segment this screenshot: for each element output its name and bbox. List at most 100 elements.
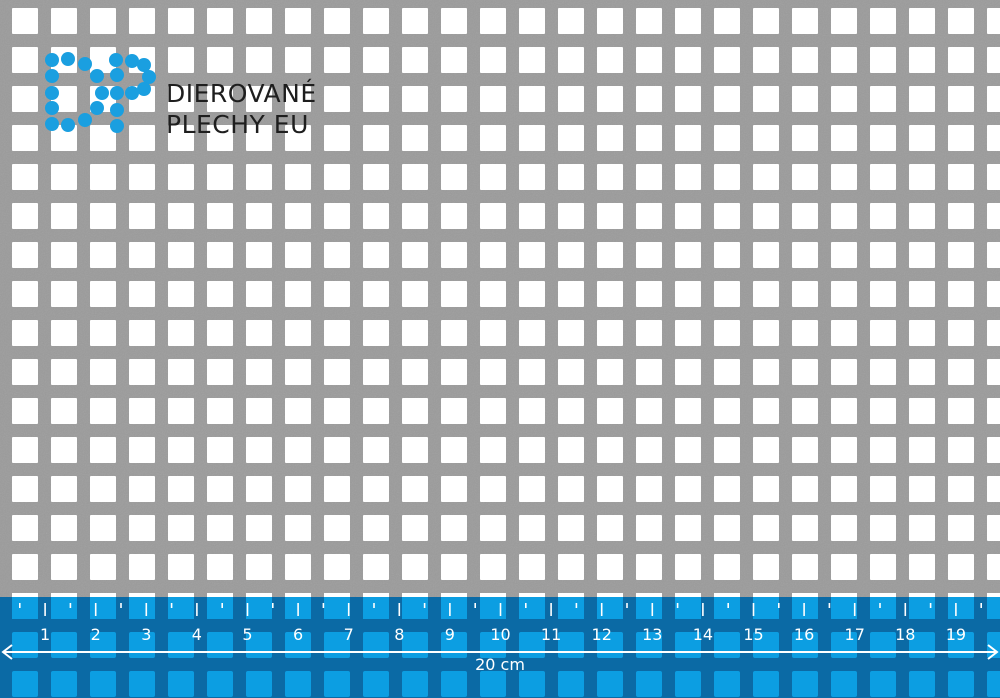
hole — [402, 398, 428, 424]
hole — [675, 593, 701, 597]
hole — [246, 476, 272, 502]
hole — [90, 8, 116, 34]
hole — [402, 593, 428, 597]
hole — [558, 320, 584, 346]
hole-in-band — [909, 597, 935, 619]
hole — [90, 281, 116, 307]
hole — [714, 593, 740, 597]
hole — [792, 515, 818, 541]
hole — [792, 125, 818, 151]
hole — [636, 125, 662, 151]
hole — [792, 164, 818, 190]
hole — [129, 515, 155, 541]
hole — [441, 593, 467, 597]
hole — [909, 398, 935, 424]
hole — [51, 359, 77, 385]
hole — [948, 476, 974, 502]
hole — [285, 281, 311, 307]
hole — [675, 86, 701, 112]
logo-dot — [110, 86, 124, 100]
hole — [558, 593, 584, 597]
hole — [831, 281, 857, 307]
hole — [792, 320, 818, 346]
hole — [402, 86, 428, 112]
hole — [753, 359, 779, 385]
hole — [285, 398, 311, 424]
hole — [480, 398, 506, 424]
hole — [675, 515, 701, 541]
hole — [870, 398, 896, 424]
ruler-label: 6 — [293, 625, 303, 644]
hole — [285, 593, 311, 597]
hole — [675, 476, 701, 502]
hole — [480, 164, 506, 190]
hole — [753, 8, 779, 34]
hole — [168, 281, 194, 307]
hole — [597, 8, 623, 34]
logo-dot — [95, 86, 109, 100]
hole — [987, 476, 1000, 502]
hole — [363, 8, 389, 34]
hole — [12, 437, 38, 463]
hole-in-band — [870, 671, 896, 697]
hole — [285, 164, 311, 190]
hole — [12, 320, 38, 346]
hole — [90, 593, 116, 597]
hole — [558, 476, 584, 502]
hole — [519, 164, 545, 190]
hole — [753, 164, 779, 190]
ruler-label: 10 — [490, 625, 510, 644]
hole — [948, 515, 974, 541]
hole — [129, 320, 155, 346]
hole-in-band — [90, 597, 116, 619]
hole-in-band — [12, 597, 38, 619]
hole — [246, 47, 272, 73]
logo-dot — [125, 86, 139, 100]
hole — [168, 47, 194, 73]
logo-dot — [137, 82, 151, 96]
hole — [675, 164, 701, 190]
hole — [675, 398, 701, 424]
hole — [246, 515, 272, 541]
hole — [51, 8, 77, 34]
hole — [831, 125, 857, 151]
hole — [597, 164, 623, 190]
hole — [363, 203, 389, 229]
hole — [948, 281, 974, 307]
hole — [363, 359, 389, 385]
hole — [324, 47, 350, 73]
hole — [246, 86, 272, 112]
hole — [870, 593, 896, 597]
ruler-label: 2 — [91, 625, 101, 644]
hole — [792, 554, 818, 580]
hole — [168, 359, 194, 385]
hole — [207, 359, 233, 385]
hole — [441, 515, 467, 541]
hole — [12, 398, 38, 424]
hole — [402, 359, 428, 385]
hole — [12, 242, 38, 268]
hole — [714, 281, 740, 307]
hole — [285, 476, 311, 502]
hole — [987, 86, 1000, 112]
hole — [324, 437, 350, 463]
hole — [675, 554, 701, 580]
ruler-label: 12 — [592, 625, 612, 644]
hole — [480, 320, 506, 346]
hole — [129, 437, 155, 463]
hole — [831, 320, 857, 346]
hole — [753, 554, 779, 580]
hole — [480, 86, 506, 112]
hole — [363, 554, 389, 580]
hole — [714, 515, 740, 541]
hole — [948, 359, 974, 385]
hole-in-band — [831, 597, 857, 619]
logo-dot — [110, 119, 124, 133]
hole — [675, 281, 701, 307]
hole — [870, 203, 896, 229]
hole — [168, 554, 194, 580]
hole — [12, 47, 38, 73]
logo-dot — [110, 103, 124, 117]
hole — [246, 164, 272, 190]
hole — [246, 8, 272, 34]
